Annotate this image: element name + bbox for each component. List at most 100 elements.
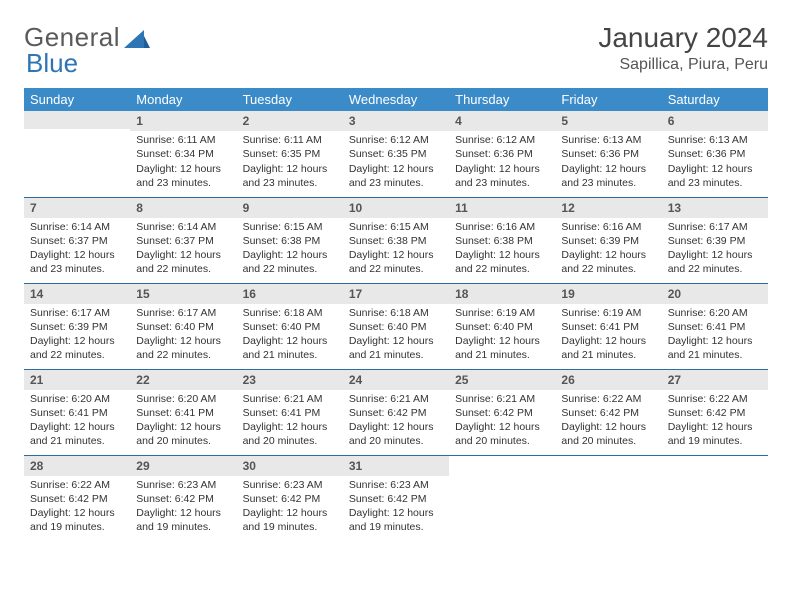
calendar-cell: 28Sunrise: 6:22 AMSunset: 6:42 PMDayligh…	[24, 455, 130, 541]
daylight-line: Daylight: 12 hours and 23 minutes.	[668, 162, 762, 190]
sunset-line: Sunset: 6:39 PM	[30, 320, 124, 334]
day-number: 17	[343, 284, 449, 304]
day-number: 10	[343, 198, 449, 218]
sunrise-line: Sunrise: 6:22 AM	[561, 392, 655, 406]
calendar-cell: 14Sunrise: 6:17 AMSunset: 6:39 PMDayligh…	[24, 283, 130, 369]
daylight-line: Daylight: 12 hours and 23 minutes.	[243, 162, 337, 190]
sunrise-line: Sunrise: 6:16 AM	[455, 220, 549, 234]
logo-text-blue: Blue	[26, 48, 78, 79]
day-body: Sunrise: 6:17 AMSunset: 6:39 PMDaylight:…	[662, 218, 768, 281]
calendar-cell: 3Sunrise: 6:12 AMSunset: 6:35 PMDaylight…	[343, 111, 449, 197]
day-number: 3	[343, 111, 449, 131]
day-body: Sunrise: 6:17 AMSunset: 6:40 PMDaylight:…	[130, 304, 236, 367]
calendar-cell: 20Sunrise: 6:20 AMSunset: 6:41 PMDayligh…	[662, 283, 768, 369]
sunrise-line: Sunrise: 6:23 AM	[136, 478, 230, 492]
daylight-line: Daylight: 12 hours and 22 minutes.	[136, 248, 230, 276]
sunrise-line: Sunrise: 6:20 AM	[136, 392, 230, 406]
day-body: Sunrise: 6:15 AMSunset: 6:38 PMDaylight:…	[343, 218, 449, 281]
sunset-line: Sunset: 6:35 PM	[349, 147, 443, 161]
sunrise-line: Sunrise: 6:15 AM	[349, 220, 443, 234]
day-body: Sunrise: 6:21 AMSunset: 6:42 PMDaylight:…	[449, 390, 555, 453]
day-number: 7	[24, 198, 130, 218]
calendar-row: 1Sunrise: 6:11 AMSunset: 6:34 PMDaylight…	[24, 111, 768, 197]
sunrise-line: Sunrise: 6:12 AM	[349, 133, 443, 147]
day-number: 4	[449, 111, 555, 131]
day-body: Sunrise: 6:12 AMSunset: 6:35 PMDaylight:…	[343, 131, 449, 194]
calendar-cell: 23Sunrise: 6:21 AMSunset: 6:41 PMDayligh…	[237, 369, 343, 455]
calendar-cell: 7Sunrise: 6:14 AMSunset: 6:37 PMDaylight…	[24, 197, 130, 283]
sunset-line: Sunset: 6:42 PM	[455, 406, 549, 420]
calendar-cell: 27Sunrise: 6:22 AMSunset: 6:42 PMDayligh…	[662, 369, 768, 455]
sunrise-line: Sunrise: 6:18 AM	[349, 306, 443, 320]
sunset-line: Sunset: 6:41 PM	[561, 320, 655, 334]
day-body: Sunrise: 6:13 AMSunset: 6:36 PMDaylight:…	[662, 131, 768, 194]
sunrise-line: Sunrise: 6:23 AM	[243, 478, 337, 492]
header: General January 2024 Sapillica, Piura, P…	[24, 22, 768, 74]
daylight-line: Daylight: 12 hours and 23 minutes.	[349, 162, 443, 190]
sunset-line: Sunset: 6:35 PM	[243, 147, 337, 161]
day-number: 12	[555, 198, 661, 218]
daylight-line: Daylight: 12 hours and 19 minutes.	[136, 506, 230, 534]
day-body: Sunrise: 6:22 AMSunset: 6:42 PMDaylight:…	[555, 390, 661, 453]
calendar-cell: 29Sunrise: 6:23 AMSunset: 6:42 PMDayligh…	[130, 455, 236, 541]
sunset-line: Sunset: 6:36 PM	[668, 147, 762, 161]
sunrise-line: Sunrise: 6:11 AM	[136, 133, 230, 147]
logo-triangle-icon	[124, 28, 150, 48]
sunset-line: Sunset: 6:38 PM	[455, 234, 549, 248]
sunset-line: Sunset: 6:42 PM	[561, 406, 655, 420]
day-body: Sunrise: 6:14 AMSunset: 6:37 PMDaylight:…	[130, 218, 236, 281]
sunset-line: Sunset: 6:41 PM	[668, 320, 762, 334]
daylight-line: Daylight: 12 hours and 19 minutes.	[349, 506, 443, 534]
daylight-line: Daylight: 12 hours and 22 minutes.	[561, 248, 655, 276]
calendar-cell: 12Sunrise: 6:16 AMSunset: 6:39 PMDayligh…	[555, 197, 661, 283]
sunset-line: Sunset: 6:41 PM	[30, 406, 124, 420]
day-number: 29	[130, 456, 236, 476]
calendar-cell: 5Sunrise: 6:13 AMSunset: 6:36 PMDaylight…	[555, 111, 661, 197]
day-number: 20	[662, 284, 768, 304]
sunrise-line: Sunrise: 6:18 AM	[243, 306, 337, 320]
day-number: 1	[130, 111, 236, 131]
sunrise-line: Sunrise: 6:17 AM	[668, 220, 762, 234]
sunset-line: Sunset: 6:37 PM	[30, 234, 124, 248]
calendar-cell: 26Sunrise: 6:22 AMSunset: 6:42 PMDayligh…	[555, 369, 661, 455]
sunrise-line: Sunrise: 6:17 AM	[30, 306, 124, 320]
sunset-line: Sunset: 6:39 PM	[561, 234, 655, 248]
daylight-line: Daylight: 12 hours and 20 minutes.	[455, 420, 549, 448]
day-number: 30	[237, 456, 343, 476]
day-body: Sunrise: 6:16 AMSunset: 6:39 PMDaylight:…	[555, 218, 661, 281]
daylight-line: Daylight: 12 hours and 21 minutes.	[30, 420, 124, 448]
sunrise-line: Sunrise: 6:20 AM	[30, 392, 124, 406]
weekday-header: Sunday	[24, 88, 130, 111]
sunrise-line: Sunrise: 6:11 AM	[243, 133, 337, 147]
day-number: 23	[237, 370, 343, 390]
calendar-row: 28Sunrise: 6:22 AMSunset: 6:42 PMDayligh…	[24, 455, 768, 541]
sunrise-line: Sunrise: 6:17 AM	[136, 306, 230, 320]
day-number: 19	[555, 284, 661, 304]
sunset-line: Sunset: 6:40 PM	[243, 320, 337, 334]
day-body: Sunrise: 6:20 AMSunset: 6:41 PMDaylight:…	[24, 390, 130, 453]
day-number: 28	[24, 456, 130, 476]
day-body: Sunrise: 6:23 AMSunset: 6:42 PMDaylight:…	[237, 476, 343, 539]
weekday-header: Tuesday	[237, 88, 343, 111]
sunrise-line: Sunrise: 6:13 AM	[668, 133, 762, 147]
sunrise-line: Sunrise: 6:21 AM	[455, 392, 549, 406]
calendar-cell: 31Sunrise: 6:23 AMSunset: 6:42 PMDayligh…	[343, 455, 449, 541]
sunset-line: Sunset: 6:41 PM	[243, 406, 337, 420]
daylight-line: Daylight: 12 hours and 22 minutes.	[455, 248, 549, 276]
weekday-header: Monday	[130, 88, 236, 111]
calendar-cell: 10Sunrise: 6:15 AMSunset: 6:38 PMDayligh…	[343, 197, 449, 283]
daylight-line: Daylight: 12 hours and 20 minutes.	[349, 420, 443, 448]
daylight-line: Daylight: 12 hours and 20 minutes.	[136, 420, 230, 448]
day-body: Sunrise: 6:16 AMSunset: 6:38 PMDaylight:…	[449, 218, 555, 281]
sunrise-line: Sunrise: 6:15 AM	[243, 220, 337, 234]
day-body: Sunrise: 6:11 AMSunset: 6:35 PMDaylight:…	[237, 131, 343, 194]
calendar-row: 7Sunrise: 6:14 AMSunset: 6:37 PMDaylight…	[24, 197, 768, 283]
sunrise-line: Sunrise: 6:12 AM	[455, 133, 549, 147]
day-number: 14	[24, 284, 130, 304]
calendar-row: 21Sunrise: 6:20 AMSunset: 6:41 PMDayligh…	[24, 369, 768, 455]
day-number: 9	[237, 198, 343, 218]
day-body: Sunrise: 6:22 AMSunset: 6:42 PMDaylight:…	[24, 476, 130, 539]
sunrise-line: Sunrise: 6:13 AM	[561, 133, 655, 147]
calendar-cell: 19Sunrise: 6:19 AMSunset: 6:41 PMDayligh…	[555, 283, 661, 369]
weekday-header: Friday	[555, 88, 661, 111]
